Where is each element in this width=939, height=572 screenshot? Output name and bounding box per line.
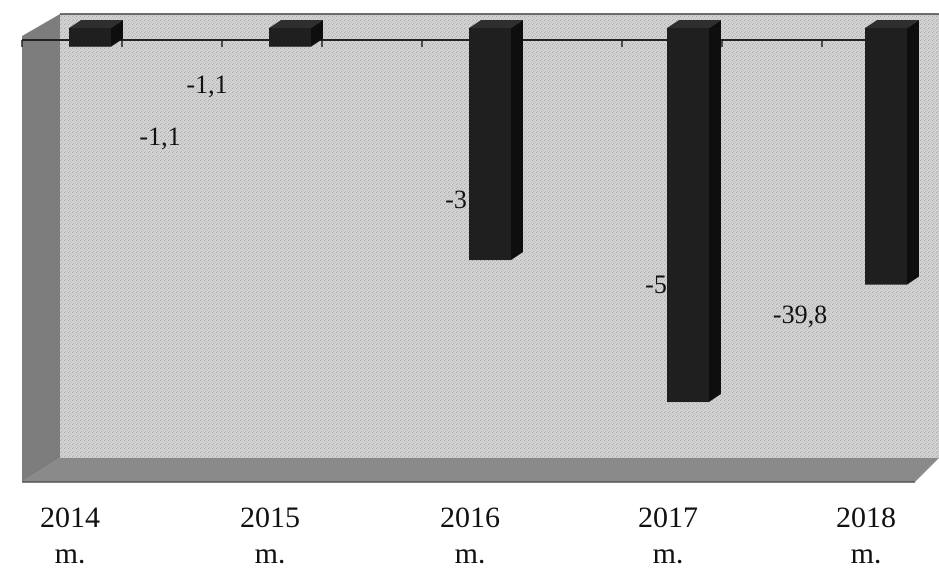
bar-top <box>469 20 523 28</box>
bar-side <box>111 20 123 47</box>
category-label: 2017 m. <box>608 500 728 572</box>
bar-side <box>709 20 721 403</box>
bar-top <box>865 20 919 28</box>
bar-2016-m- <box>469 20 523 261</box>
bar-front <box>667 28 709 403</box>
category-label-line: m. <box>454 537 486 570</box>
bar-2015-m- <box>269 20 323 47</box>
bar-side <box>311 20 323 47</box>
bar-front <box>269 28 311 47</box>
category-label-line: 2014 <box>40 501 100 534</box>
bar-front <box>865 28 907 285</box>
chart-floor <box>22 458 939 482</box>
bar-top <box>269 20 323 28</box>
category-label-line: m. <box>254 537 286 570</box>
category-label-line: m. <box>54 537 86 570</box>
category-label-line: 2017 <box>638 501 698 534</box>
category-label-line: 2018 <box>836 501 896 534</box>
bar-front <box>69 28 111 47</box>
category-label: 2018 m. <box>806 500 926 572</box>
data-label: -1,1 <box>186 70 228 99</box>
bar-top <box>667 20 721 28</box>
data-label: -5 <box>645 270 667 299</box>
bar-side <box>907 20 919 285</box>
bar-front <box>469 28 511 261</box>
category-label-line: 2016 <box>440 501 500 534</box>
category-label: 2015 m. <box>210 500 330 572</box>
bar-2014-m- <box>69 20 123 47</box>
category-label-line: 2015 <box>240 501 300 534</box>
chart-side-wall <box>22 14 60 482</box>
category-label-line: m. <box>652 537 684 570</box>
category-label-line: m. <box>850 537 882 570</box>
data-label: -3 <box>445 185 467 214</box>
bar-side <box>511 20 523 261</box>
bar-2017-m- <box>667 20 721 403</box>
bar-top <box>69 20 123 28</box>
category-label: 2016 m. <box>410 500 530 572</box>
data-label: -1,1 <box>139 122 181 151</box>
data-label: -39,8 <box>772 300 828 329</box>
category-label: 2014 m. <box>10 500 130 572</box>
bar-2018-m- <box>865 20 919 285</box>
